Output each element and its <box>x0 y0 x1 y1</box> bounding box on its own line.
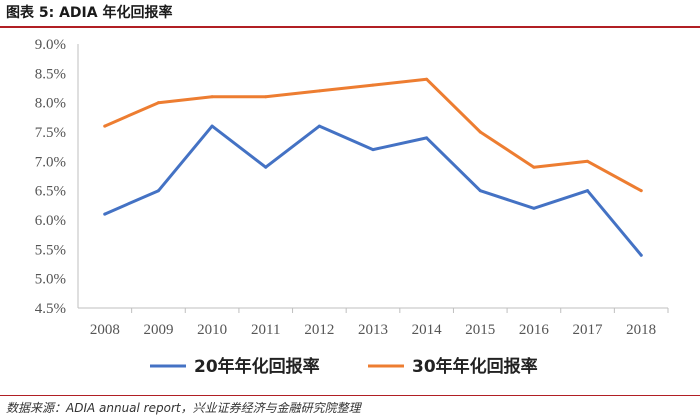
series-2 <box>103 77 643 193</box>
x-tick-label: 2010 <box>197 322 227 338</box>
x-tick-label: 2012 <box>304 322 334 338</box>
data-point <box>478 189 482 193</box>
data-point <box>264 95 268 99</box>
y-tick-label: 5.5% <box>35 242 66 258</box>
y-tick-label: 4.5% <box>35 301 66 317</box>
data-point <box>264 165 268 169</box>
data-point <box>425 136 429 140</box>
y-tick-label: 8.5% <box>35 66 66 82</box>
legend-label: 30年年化回报率 <box>412 356 538 377</box>
x-tick-label: 2014 <box>412 322 443 338</box>
data-point <box>371 83 375 87</box>
data-point <box>478 130 482 134</box>
data-point <box>532 206 536 210</box>
legend-item-2: 30年年化回报率 <box>368 356 538 377</box>
data-point <box>639 253 643 257</box>
x-tick-label: 2018 <box>626 322 656 338</box>
series-1 <box>103 124 643 257</box>
data-point <box>156 101 160 105</box>
x-tick-label: 2015 <box>465 322 495 338</box>
x-tick-label: 2009 <box>143 322 173 338</box>
y-tick-label: 7.0% <box>35 154 66 170</box>
source-note: 数据来源：ADIA annual report，兴业证券经济与金融研究院整理 <box>6 401 361 415</box>
y-tick-label: 7.5% <box>35 125 66 141</box>
y-tick-label: 8.0% <box>35 96 66 112</box>
x-tick-label: 2013 <box>358 322 388 338</box>
x-tick-label: 2017 <box>573 322 604 338</box>
series-line <box>103 77 643 193</box>
data-point <box>639 189 643 193</box>
y-tick-label: 9.0% <box>35 37 66 53</box>
y-tick-label: 6.5% <box>35 184 66 200</box>
y-tick-label: 5.0% <box>35 272 66 288</box>
source-divider <box>0 395 700 396</box>
x-tick-label: 2008 <box>90 322 120 338</box>
data-point <box>586 189 590 193</box>
title-divider <box>0 26 700 28</box>
y-axis: 4.5% 5.0% 5.5% 6.0% 6.5% 7.0% 7.5% 8.0% 8.5% 9.0% <box>35 37 79 317</box>
legend-label: 20年年化回报率 <box>194 356 320 377</box>
data-point <box>103 124 107 128</box>
x-tick-label: 2016 <box>519 322 550 338</box>
data-point <box>586 159 590 163</box>
x-axis: 2008 2009 2010 2011 2012 2013 2014 2015 2016 2017… <box>78 307 669 338</box>
data-point <box>317 89 321 93</box>
data-point <box>532 165 536 169</box>
legend-item-1: 20年年化回报率 <box>150 356 320 377</box>
series-line <box>103 124 643 257</box>
data-point <box>210 124 214 128</box>
legend: 20年年化回报率 30年年化回报率 <box>150 356 538 377</box>
y-tick-label: 6.0% <box>35 213 66 229</box>
data-point <box>210 95 214 99</box>
line-chart: 4.5% 5.0% 5.5% 6.0% 6.5% 7.0% 7.5% 8.0% 8.5% 9.0%… <box>35 37 669 377</box>
data-point <box>103 212 107 216</box>
data-point <box>317 124 321 128</box>
data-point <box>425 77 429 81</box>
data-point <box>371 148 375 152</box>
series-layer <box>103 77 643 257</box>
data-point <box>156 189 160 193</box>
x-tick-label: 2011 <box>251 322 280 338</box>
chart-title: 图表 5: ADIA 年化回报率 <box>6 5 173 21</box>
